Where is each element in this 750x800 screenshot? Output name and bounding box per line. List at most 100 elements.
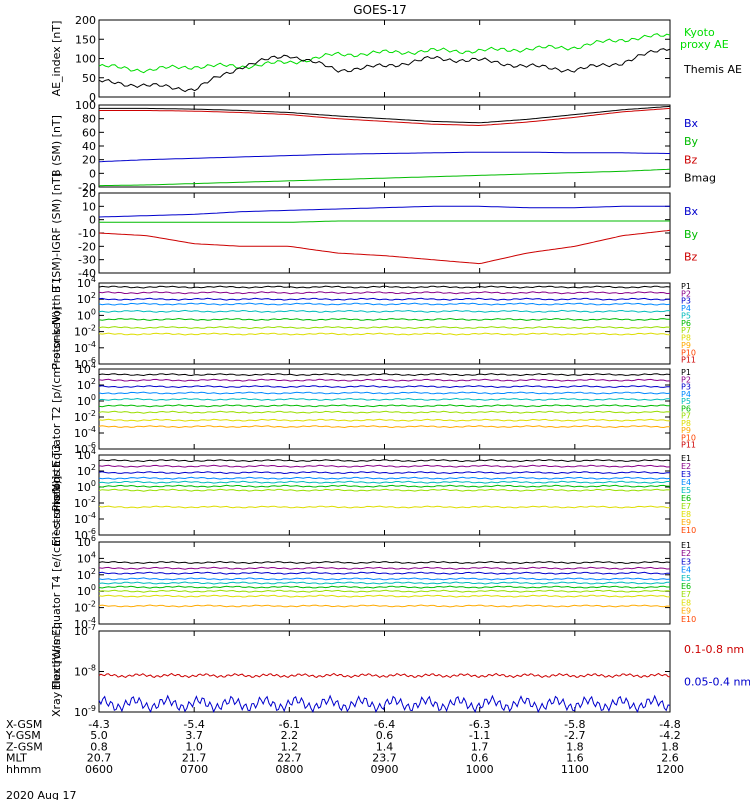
legend-entry: E2 [681,462,691,471]
legend-entry: E10 [681,615,696,624]
series-line-1 [98,285,671,289]
footer-value: 1.6 [566,752,584,765]
y-tick-exponent: 2 [91,377,96,386]
legend-entry: E5 [681,486,691,495]
footer-value: 1.2 [281,740,299,753]
footer-value: 0600 [85,763,113,776]
y-tick-exponent: 2 [91,463,96,472]
panel-frame [98,630,671,713]
footer-value: 0800 [275,763,303,776]
legend-entry: E6 [681,582,691,591]
footer-value: 0.6 [376,729,394,742]
legend-entry: P3 [681,297,691,306]
series-line-7 [98,326,671,330]
series-line-1 [98,560,671,565]
y-tick-exponent: -2 [88,324,96,333]
legend-entry: By [684,228,699,241]
legend-entry: E7 [681,502,691,511]
y-tick-label: 104 [77,275,96,290]
y-tick-label: 0 [89,214,96,227]
y-tick-label: 200 [75,14,96,27]
series-line-5 [98,309,671,313]
series-line-4 [99,105,671,124]
footer-table: X-GSM -4.3 -5.4 -6.1 -6.4 -6.3 -5.8 -4.8 Y-GSM 5.… [5,718,684,776]
footer-value: 1000 [466,763,494,776]
y-tick-exponent: -9 [88,704,96,713]
y-tick-label: 20 [82,154,96,167]
y-tick-exponent: -2 [88,600,96,609]
series-line-5 [98,397,670,401]
footer-row-label: hhmm [6,763,41,776]
footer-value: 0900 [371,763,399,776]
legend-entry: E6 [681,494,691,503]
y-tick-label: -10 [78,227,96,240]
legend-entry: P7 [681,326,691,335]
y-tick-exponent: -6 [88,527,96,536]
series-line-8 [98,505,671,509]
y-tick-label: 0 [89,167,96,180]
footer-value: -5.4 [183,718,204,731]
legend-entry: P11 [681,356,696,365]
footer-value: -5.8 [564,718,585,731]
legend-entry: P8 [681,419,691,428]
panel-frame [98,19,671,98]
legend-entry: Bx [684,205,699,218]
legend-entry: Bz [684,153,698,166]
y-tick-label: 50 [82,72,96,85]
y-tick-label: 150 [75,33,96,46]
panel-8: Xray flux [W/m²] 10-7 10-8 10-9 0.1-0.8 nm 0.… [50,623,750,719]
footer-value: 1.4 [376,740,394,753]
series-line-6 [98,484,670,488]
footer-value: -4.2 [659,729,680,742]
panel-5: Protons Equator T2 [p/(cm²-s-sr-keV)] 104… [50,306,696,511]
y-axis-label: Protons North T1 [50,277,63,370]
y-tick-label: 102 [77,377,96,392]
footer-row-label: Y-GSM [5,729,41,742]
y-tick-label: 0 [89,91,96,104]
series-line-1 [98,373,671,377]
y-tick-label: 100 [77,307,96,322]
y-axis-label: Xray flux [W/m²] [50,626,63,717]
series-line-6 [98,404,670,408]
series-line-2 [98,464,671,468]
series-line-1 [98,672,671,679]
y-tick-exponent: 0 [91,479,96,488]
series-line-3 [98,297,670,301]
series-line-2 [99,168,671,187]
legend-entry: E8 [681,598,691,607]
footer-value: 0.6 [471,752,489,765]
y-tick-label: 10-7 [74,623,96,638]
series-line-3 [98,385,670,389]
footer-row-label: MLT [6,752,27,765]
series-line-3 [98,229,671,265]
series-line-1 [98,33,671,74]
y-tick-exponent: -8 [88,664,96,673]
legend-entry: Bmag [684,172,716,185]
series-line-3 [98,571,671,575]
panel-frame [98,282,671,365]
y-tick-label: -40 [78,267,96,280]
footer-value: -2.7 [564,729,585,742]
legend-entry: E1 [681,454,691,463]
series-line-1 [98,151,670,163]
legend-entry: E8 [681,510,691,519]
figure-title: GOES-17 [353,3,407,17]
legend-entry: 0.1-0.8 nm [684,643,744,656]
y-axis-label: Electrons Equator T4 [e/(cm²-s-sr-keV)] [50,476,63,691]
legend-entry: Bz [684,251,698,264]
series-line-8 [98,418,671,422]
y-tick-label: 10-2 [74,495,96,510]
series-line-4 [98,391,671,395]
footer-value: 1.8 [661,740,679,753]
legend-entry: E5 [681,574,691,583]
legend-entry: P6 [681,319,691,328]
legend-entry: E4 [681,566,691,575]
y-tick-label: 10 [82,200,96,213]
y-tick-label: 20 [82,187,96,200]
series-line-2 [98,566,671,570]
y-tick-exponent: 2 [91,567,96,576]
footer-value: -6.4 [374,718,395,731]
legend-entry: E4 [681,478,691,487]
